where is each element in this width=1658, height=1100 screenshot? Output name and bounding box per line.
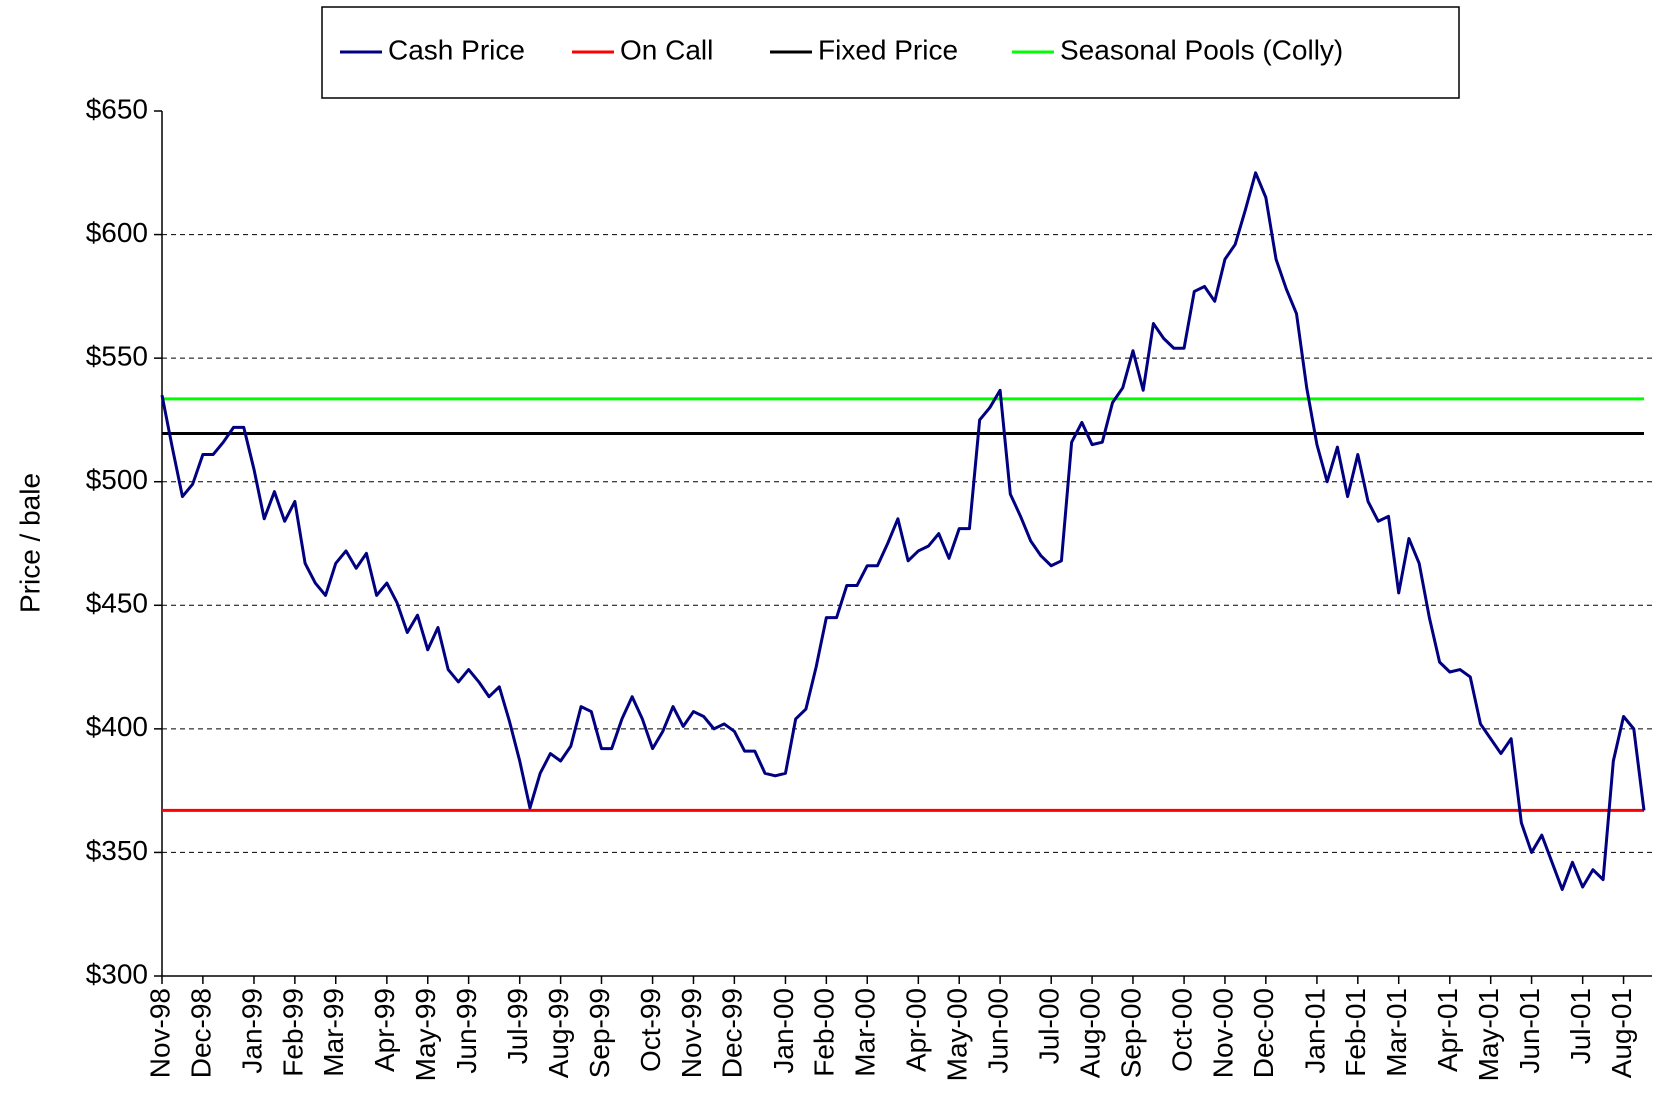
x-tick-label: Sep-00 — [1115, 988, 1146, 1078]
x-tick-label: Jul-01 — [1565, 988, 1596, 1064]
cash-price-line — [160, 171, 1646, 891]
y-axis-label: Price / bale — [14, 473, 45, 613]
legend-label: Fixed Price — [818, 34, 958, 65]
x-tick-label: Jun-00 — [982, 988, 1013, 1074]
y-tick-label: $400 — [86, 711, 148, 742]
x-tick-label: Aug-00 — [1074, 988, 1105, 1078]
x-tick-label: Aug-99 — [543, 988, 574, 1078]
x-tick-label: Mar-01 — [1381, 988, 1412, 1077]
legend-label: Cash Price — [388, 34, 525, 65]
x-tick-label: Mar-99 — [318, 988, 349, 1077]
x-tick-label: Feb-99 — [277, 988, 308, 1077]
x-tick-label: Feb-00 — [809, 988, 840, 1077]
x-tick-label: Apr-01 — [1432, 988, 1463, 1072]
y-tick-label: $600 — [86, 217, 148, 248]
x-tick-label: Sep-99 — [584, 988, 615, 1078]
x-tick-label: Oct-99 — [635, 988, 666, 1072]
x-tick-label: Apr-00 — [901, 988, 932, 1072]
x-tick-label: May-00 — [942, 988, 973, 1081]
x-tick-label: Jan-00 — [768, 988, 799, 1074]
x-tick-label: Nov-98 — [144, 988, 175, 1078]
y-tick-label: $500 — [86, 464, 148, 495]
x-tick-label: Jan-01 — [1299, 988, 1330, 1074]
x-tick-label: Jul-00 — [1034, 988, 1065, 1064]
x-tick-label: Dec-99 — [717, 988, 748, 1078]
x-tick-label: Jun-99 — [451, 988, 482, 1074]
x-tick-label: Nov-99 — [676, 988, 707, 1078]
legend-label: On Call — [620, 34, 713, 65]
legend-box — [321, 6, 1460, 99]
x-tick-label: Apr-99 — [369, 988, 400, 1072]
x-tick-label: Jun-01 — [1514, 988, 1545, 1074]
y-tick-label: $450 — [86, 588, 148, 619]
x-tick-label: Nov-00 — [1207, 988, 1238, 1078]
x-tick-label: Feb-01 — [1340, 988, 1371, 1077]
y-tick-label: $300 — [86, 958, 148, 989]
x-tick-label: Aug-01 — [1606, 988, 1637, 1078]
x-tick-label: Dec-98 — [185, 988, 216, 1078]
y-tick-label: $550 — [86, 341, 148, 372]
x-tick-label: Jul-99 — [502, 988, 533, 1064]
y-tick-label: $350 — [86, 835, 148, 866]
x-tick-label: Dec-00 — [1248, 988, 1279, 1078]
legend-label: Seasonal Pools (Colly) — [1060, 34, 1343, 65]
x-tick-label: Mar-00 — [850, 988, 881, 1077]
y-tick-label: $650 — [86, 93, 148, 124]
x-tick-label: Oct-00 — [1166, 988, 1197, 1072]
x-tick-label: May-99 — [410, 988, 441, 1081]
x-tick-label: May-01 — [1473, 988, 1504, 1081]
x-tick-label: Jan-99 — [236, 988, 267, 1074]
